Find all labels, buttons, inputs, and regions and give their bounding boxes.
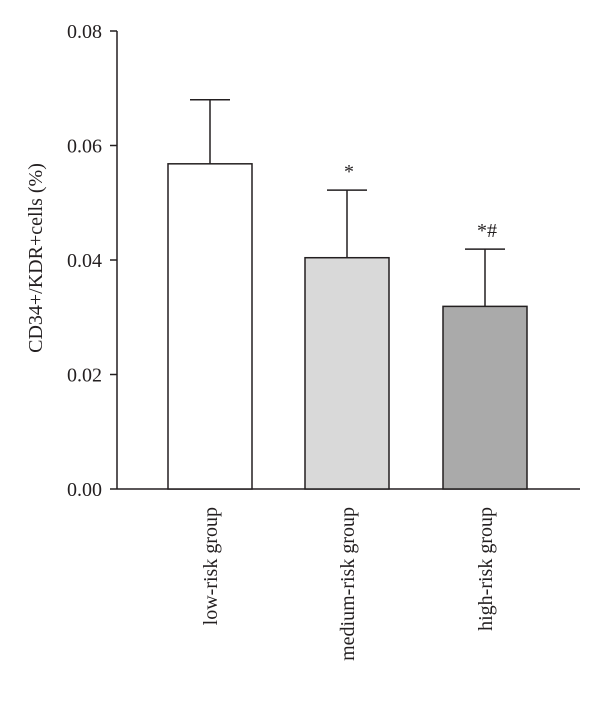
- bar: [442, 305, 528, 490]
- significance-marker: *#: [477, 220, 497, 242]
- x-tick-label: high-risk group: [475, 507, 497, 631]
- x-tick-label: medium-risk group: [337, 507, 359, 661]
- y-tick-label: 0.02: [67, 365, 102, 387]
- y-axis-ticks: 0.00 0.02 0.04 0.06 0.08: [67, 21, 117, 501]
- y-tick-label: 0.00: [67, 479, 102, 501]
- x-axis-labels: low-risk group medium-risk group high-risk…: [200, 507, 497, 661]
- y-tick-label: 0.08: [67, 21, 102, 43]
- y-tick-label: 0.06: [67, 136, 102, 158]
- x-tick-label: low-risk group: [200, 507, 222, 625]
- bars: * *#: [167, 98, 528, 490]
- bar: [167, 163, 253, 490]
- bar: [304, 256, 390, 490]
- y-tick-label: 0.04: [67, 250, 102, 272]
- y-axis-title: CD34+/KDR+cells (%): [25, 163, 47, 353]
- significance-marker: *: [344, 161, 354, 183]
